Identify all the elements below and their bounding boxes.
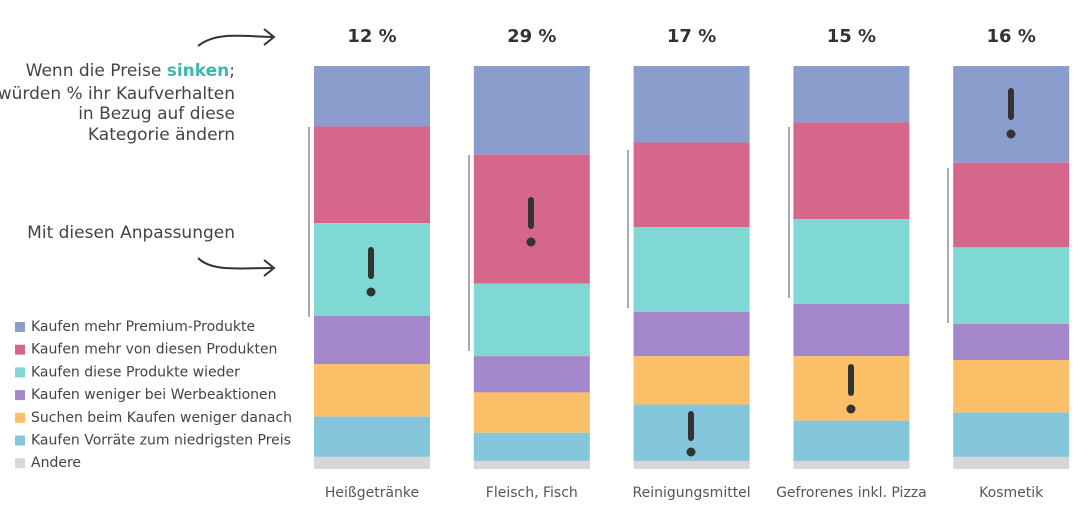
total-label: 12 %	[347, 26, 396, 47]
category-label: Gefrorenes inkl. Pizza	[776, 485, 927, 501]
bar-segment	[953, 456, 1070, 469]
legend-label: Kaufen mehr Premium-Produkte	[31, 319, 255, 335]
total-label: 15 %	[827, 26, 876, 47]
exclamation-dot	[846, 404, 856, 414]
arrow	[197, 34, 273, 47]
exclamation	[1008, 88, 1014, 120]
arrow-head	[263, 28, 276, 46]
legend-swatch	[15, 412, 25, 423]
total-label: 16 %	[987, 26, 1036, 47]
bar-segment	[314, 416, 430, 457]
bar-segment	[953, 323, 1070, 361]
legend-swatch	[15, 344, 25, 355]
bar-segment	[793, 420, 910, 461]
total-label: 29 %	[507, 26, 556, 47]
exclamation	[848, 364, 854, 396]
bar-segment	[314, 456, 430, 469]
exclamation	[368, 247, 374, 279]
legend-swatch	[15, 435, 25, 446]
exclamation-dot	[686, 447, 696, 457]
bar-segment	[953, 412, 1070, 457]
annotation-text: Wenn die Preise	[26, 61, 167, 81]
category-label: Fleisch, Fisch	[486, 485, 578, 501]
legend-swatch	[15, 367, 25, 378]
annotation: würden % ihr Kaufverhalten	[0, 84, 235, 104]
bar-segment	[473, 392, 590, 433]
exclamation-dot	[366, 287, 376, 297]
bar-segment	[473, 356, 590, 393]
bar-segment	[793, 303, 910, 357]
bar-segment	[473, 283, 590, 357]
bar-segment	[793, 460, 910, 469]
legend-label: Suchen beim Kaufen weniger danach	[31, 410, 292, 426]
legend-label: Kaufen Vorräte zum niedrigsten Preis	[31, 433, 291, 449]
bar-segment	[793, 122, 910, 220]
bar-segment	[473, 432, 590, 461]
bar-segment	[793, 219, 910, 304]
legend-label: Andere	[31, 455, 81, 471]
bar-segment	[953, 162, 1070, 248]
bar-segment	[633, 460, 750, 469]
legend-label: Kaufen diese Produkte wieder	[31, 364, 240, 380]
annotation-highlight: sinken	[167, 61, 230, 81]
category-label: Reinigungsmittel	[633, 485, 751, 501]
bar-segment	[473, 460, 590, 469]
exclamations	[366, 88, 1016, 457]
annotation: in Bezug auf diese	[78, 104, 235, 124]
bar-segment	[314, 315, 430, 365]
annotation: Kategorie ändern	[88, 125, 235, 145]
legend-label: Kaufen mehr von diesen Produkten	[31, 342, 277, 358]
arrow	[197, 257, 273, 270]
category-label: Kosmetik	[979, 485, 1044, 501]
bar-segment	[314, 126, 430, 224]
annotation: Wenn die Preise sinken;	[26, 61, 235, 81]
legend-label: Kaufen weniger bei Werbeaktionen	[31, 387, 277, 403]
arrow-head	[263, 259, 276, 277]
bar-segment	[953, 247, 1070, 324]
annotation: Mit diesen Anpassungen	[27, 223, 235, 243]
bar-segment	[633, 356, 750, 405]
legend-swatch	[15, 322, 25, 332]
bar-segment	[793, 66, 910, 123]
bar-segment	[633, 311, 750, 357]
exclamation-dot	[1006, 129, 1016, 139]
legend-swatch	[15, 458, 25, 469]
exclamation	[528, 197, 534, 229]
bar-segment	[633, 66, 750, 143]
category-label: Heißgetränke	[325, 485, 419, 501]
total-label: 17 %	[667, 26, 716, 47]
annotation-text: ;	[229, 61, 235, 81]
bar-segment	[473, 66, 590, 155]
bar-segment	[953, 360, 1070, 413]
bar-segment	[633, 227, 750, 312]
decor	[197, 28, 949, 351]
bar-segment	[314, 66, 430, 127]
bar-segment	[633, 142, 750, 228]
exclamation	[688, 411, 694, 441]
legend-swatch	[15, 390, 25, 401]
bar-segment	[314, 364, 430, 417]
exclamation-dot	[526, 237, 536, 247]
